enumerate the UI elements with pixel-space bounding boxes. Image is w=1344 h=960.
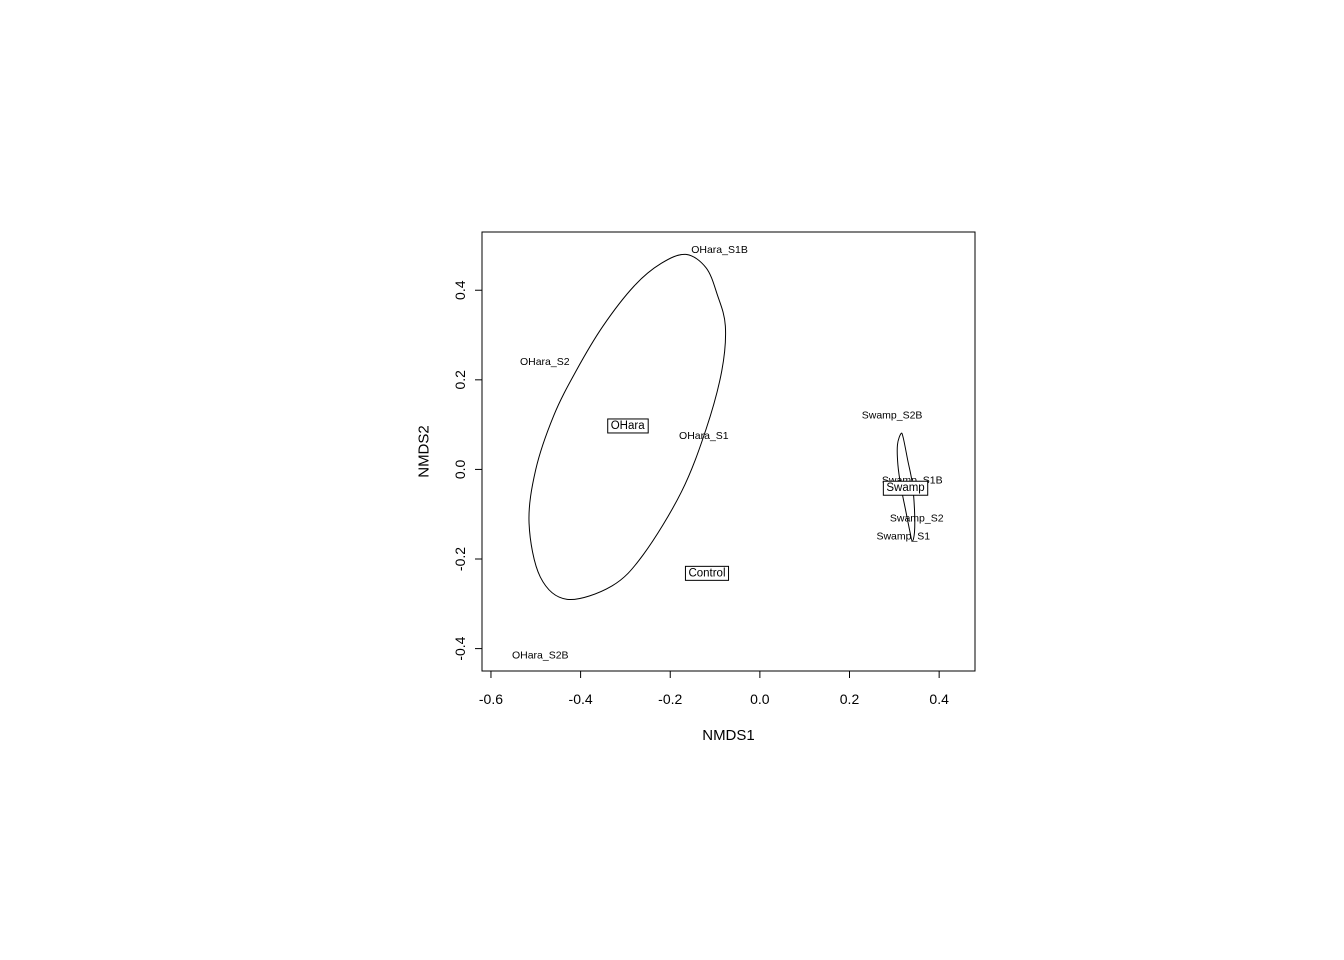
group-label-text: OHara xyxy=(611,420,645,432)
point-label: Swamp_S1 xyxy=(876,531,930,543)
y-tick-label: 0.0 xyxy=(452,459,468,479)
group-label-box xyxy=(882,480,929,496)
group-label-swamp: Swamp xyxy=(882,480,929,496)
group-label-ohara: OHara xyxy=(607,418,649,434)
x-tick-label: -0.2 xyxy=(658,691,682,707)
x-tick-label: 0.4 xyxy=(929,691,949,707)
ellipse-swamp xyxy=(896,432,916,542)
point-label: Swamp_S2 xyxy=(890,513,944,525)
y-axis-title: NMDS2 xyxy=(416,425,433,478)
group-label-box xyxy=(684,565,730,581)
point-label: OHara_S1 xyxy=(679,430,729,442)
x-tick-label: -0.4 xyxy=(569,691,593,707)
ellipses-layer xyxy=(528,253,916,600)
x-axis: -0.6 -0.4 -0.2 0.0 0.2 0.4 xyxy=(479,670,949,707)
y-tick-label: 0.2 xyxy=(452,370,468,390)
point-label: Swamp_S2B xyxy=(862,410,923,422)
group-label-text: Swamp xyxy=(886,482,924,494)
y-tick-label: -0.2 xyxy=(452,547,468,571)
point-label: OHara_S2 xyxy=(520,356,570,368)
y-axis: -0.4 -0.2 0.0 0.2 0.4 xyxy=(452,280,483,661)
group-label-text: Control xyxy=(688,567,725,579)
x-tick-label: 0.0 xyxy=(750,691,770,707)
point-label: OHara_S2B xyxy=(512,649,569,661)
y-tick-label: 0.4 xyxy=(452,280,468,300)
point-label: OHara_S1B xyxy=(691,244,748,256)
group-label-box xyxy=(607,418,649,434)
x-tick-label: 0.2 xyxy=(840,691,860,707)
x-axis-title: NMDS1 xyxy=(702,727,755,744)
group-label-control: Control xyxy=(684,565,730,581)
x-tick-label: -0.6 xyxy=(479,691,503,707)
ellipse-ohara xyxy=(528,253,727,600)
group-labels-layer: OHara Control Swamp xyxy=(607,418,929,581)
y-tick-label: -0.4 xyxy=(452,636,468,660)
plot-frame xyxy=(481,231,976,672)
